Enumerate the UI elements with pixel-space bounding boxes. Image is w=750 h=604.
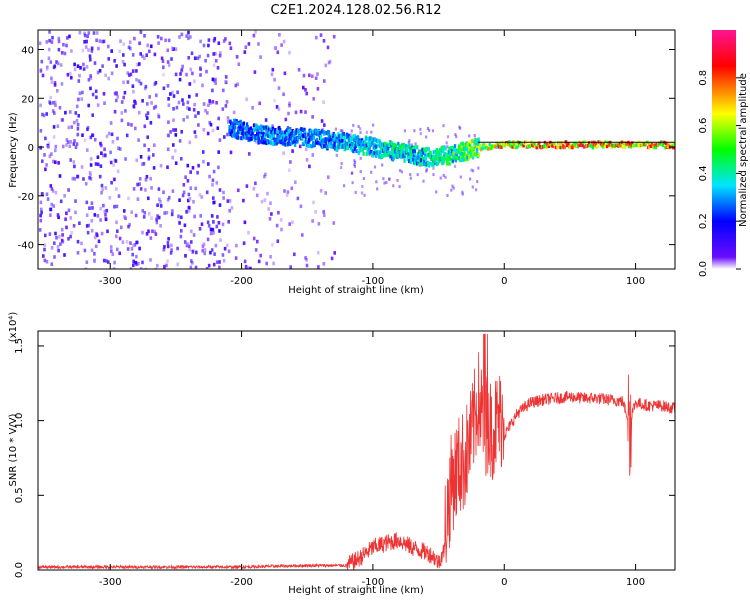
spectrogram-frame: [37, 29, 676, 270]
colorbar-ticks: 0.0 0.2 0.4 0.6 0.8: [698, 70, 741, 277]
snr-line: [38, 333, 675, 570]
spectrogram-x-ticks: -300 -200 -100 0 100: [99, 30, 645, 287]
snr-line-layer: [38, 333, 675, 570]
snr-x-ticks: -300 -200 -100 0 100: [99, 331, 645, 588]
spectrogram-x-tick-label: -100: [362, 276, 385, 287]
snr-frame: [37, 330, 676, 571]
snr-x-tick-label: 100: [626, 577, 645, 588]
snr-y-tick-label: 1.0: [14, 413, 25, 429]
snr-x-tick-label: -200: [230, 577, 253, 588]
spectrogram-heatmap: [38, 30, 675, 269]
snr-y-tick-label: 0.5: [14, 487, 25, 503]
colorbar-tick-label: 0.6: [698, 118, 709, 134]
snr-x-tick-label: -300: [99, 577, 122, 588]
snr-y-label: SNR (10 * V/V): [8, 413, 19, 486]
figure-title: C2E1.2024.128.02.56.R12: [270, 3, 441, 18]
spectrogram-x-label: Height of straight line (km): [288, 285, 424, 296]
snr-plot-area: [38, 331, 675, 570]
colorbar-label: Normalized spectral amplitude: [738, 73, 749, 227]
spectrogram-y-tick-label: 20: [21, 94, 34, 105]
spectrogram-y-tick-label: 0: [28, 143, 34, 154]
spectrogram-x-tick-label: -300: [99, 276, 122, 287]
colorbar-tick-label: 0.4: [698, 165, 709, 181]
spectrogram-x-tick-label: -200: [230, 276, 253, 287]
spectrogram-y-label: Frequency (Hz): [8, 112, 19, 188]
spectrogram-y-tick-label: -40: [18, 241, 34, 252]
spectrogram-trace-line: [477, 141, 675, 143]
spectrogram-y-tick-label: 40: [21, 46, 34, 57]
snr-y-tick-label: 0.0: [14, 562, 25, 578]
spectrogram-noise-texture: [38, 30, 480, 269]
colorbar-tick-label: 0.2: [698, 213, 709, 229]
spectrogram-trace: [228, 118, 675, 168]
colorbar-gradient: [712, 30, 736, 269]
snr-panel: -300 -200 -100 0 100 0.0 0.5 1.0 1.5 Height of …: [8, 312, 676, 596]
snr-x-label: Height of straight line (km): [288, 585, 424, 596]
snr-y-scale-note: (x10⁴): [8, 312, 19, 343]
colorbar-tick-label: 0.8: [698, 70, 709, 86]
snr-x-tick-label: 0: [501, 577, 507, 588]
snr-y-ticks: 0.0 0.5 1.0 1.5: [14, 338, 675, 578]
spectrogram-y-ticks: -40 -20 0 20 40: [18, 46, 675, 252]
spectrogram-x-tick-label: 0: [501, 276, 507, 287]
snr-y-tick-label: 1.5: [14, 338, 25, 354]
spectrogram-x-tick-label: 100: [626, 276, 645, 287]
spectrogram-y-tick-label: -20: [18, 192, 34, 203]
snr-x-tick-label: -100: [362, 577, 385, 588]
colorbar-tick-label: 0.0: [698, 261, 709, 277]
colorbar: 0.0 0.2 0.4 0.6 0.8 Normalized spectral ampl…: [698, 30, 749, 277]
